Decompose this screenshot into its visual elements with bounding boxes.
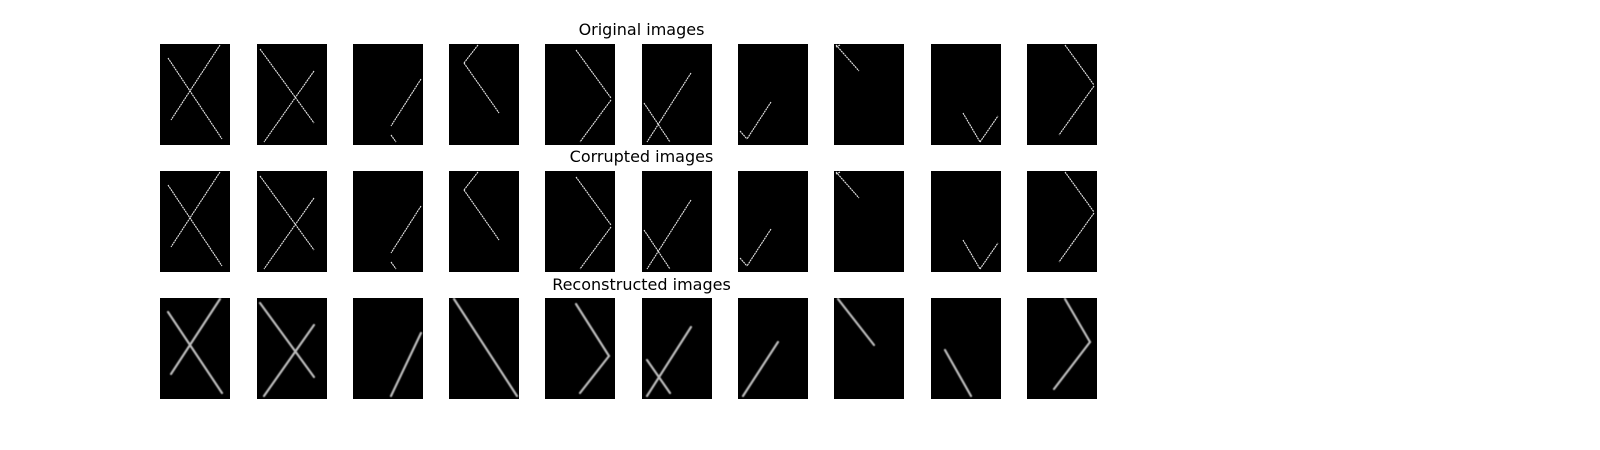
stroke-line	[574, 302, 611, 358]
stroke-line	[575, 176, 612, 226]
stroke-line	[579, 99, 612, 143]
stroke-line	[390, 205, 422, 254]
stroke-line	[836, 298, 876, 347]
original-image-3	[353, 44, 423, 145]
original-image-5	[545, 44, 615, 145]
original-image-10	[1027, 44, 1097, 145]
stroke-line	[169, 298, 222, 376]
corrupted-image-1	[160, 171, 230, 272]
row-title-reconstructed: Reconstructed images	[552, 275, 731, 294]
corrupted-image-6	[642, 171, 712, 272]
corrupted-image-5	[545, 171, 615, 272]
stroke-line	[259, 175, 315, 251]
stroke-line	[463, 62, 500, 114]
stroke-line	[262, 323, 316, 398]
reconstructed-image-9	[931, 298, 1001, 399]
stroke-line	[575, 49, 612, 99]
stroke-line	[390, 134, 397, 143]
stroke-line	[390, 78, 422, 127]
stroke-line	[835, 171, 860, 199]
stroke-line	[452, 298, 519, 398]
stroke-line	[1058, 85, 1095, 136]
stroke-line	[979, 115, 999, 143]
stroke-line	[1063, 298, 1092, 344]
reconstructed-image-2	[257, 298, 327, 399]
stroke-line	[646, 72, 692, 143]
corrupted-image-2	[257, 171, 327, 272]
reconstructed-image-8	[834, 298, 904, 399]
original-image-4	[449, 44, 519, 145]
stroke-line	[835, 44, 841, 48]
original-image-9	[931, 44, 1001, 145]
stroke-line	[389, 331, 423, 398]
corrupted-image-4	[449, 171, 519, 272]
original-image-8	[834, 44, 904, 145]
stroke-line	[578, 354, 611, 395]
stroke-line	[258, 301, 316, 379]
corrupted-image-8	[834, 171, 904, 272]
stroke-line	[463, 44, 479, 64]
stroke-line	[645, 358, 672, 395]
stroke-line	[835, 44, 860, 72]
stroke-line	[643, 102, 671, 143]
corrupted-image-9	[931, 171, 1001, 272]
reconstructed-image-5	[545, 298, 615, 399]
stroke-line	[170, 44, 221, 121]
stroke-line	[1064, 171, 1095, 213]
row-title-original: Original images	[578, 20, 705, 39]
stroke-line	[741, 340, 780, 398]
stroke-line	[979, 242, 999, 270]
corrupted-image-7	[738, 171, 808, 272]
reconstructed-image-7	[738, 298, 808, 399]
stroke-line	[259, 48, 315, 124]
stroke-line	[645, 325, 693, 398]
original-image-2	[257, 44, 327, 145]
original-image-7	[738, 44, 808, 145]
stroke-line	[746, 228, 772, 267]
stroke-line	[263, 197, 315, 270]
reconstructed-image-6	[642, 298, 712, 399]
stroke-line	[263, 70, 315, 143]
reconstructed-image-3	[353, 298, 423, 399]
stroke-line	[463, 171, 479, 191]
stroke-line	[1058, 212, 1095, 263]
stroke-line	[167, 184, 223, 267]
stroke-line	[739, 130, 748, 140]
reconstructed-image-1	[160, 298, 230, 399]
stroke-line	[746, 101, 772, 140]
stroke-line	[943, 348, 973, 398]
stroke-line	[1052, 340, 1092, 391]
stroke-line	[835, 171, 841, 175]
original-image-6	[642, 44, 712, 145]
stroke-line	[390, 261, 397, 270]
reconstructed-image-4	[449, 298, 519, 399]
stroke-line	[167, 57, 223, 140]
stroke-line	[643, 229, 671, 270]
stroke-line	[739, 257, 748, 267]
stroke-line	[166, 310, 224, 395]
stroke-line	[1064, 44, 1095, 86]
stroke-line	[170, 171, 221, 248]
stroke-line	[962, 112, 981, 143]
corrupted-image-3	[353, 171, 423, 272]
reconstructed-image-10	[1027, 298, 1097, 399]
corrupted-image-10	[1027, 171, 1097, 272]
stroke-line	[463, 189, 500, 241]
stroke-line	[962, 239, 981, 270]
original-image-1	[160, 44, 230, 145]
stroke-line	[646, 199, 692, 270]
stroke-line	[579, 226, 612, 270]
row-title-corrupted: Corrupted images	[569, 147, 714, 166]
